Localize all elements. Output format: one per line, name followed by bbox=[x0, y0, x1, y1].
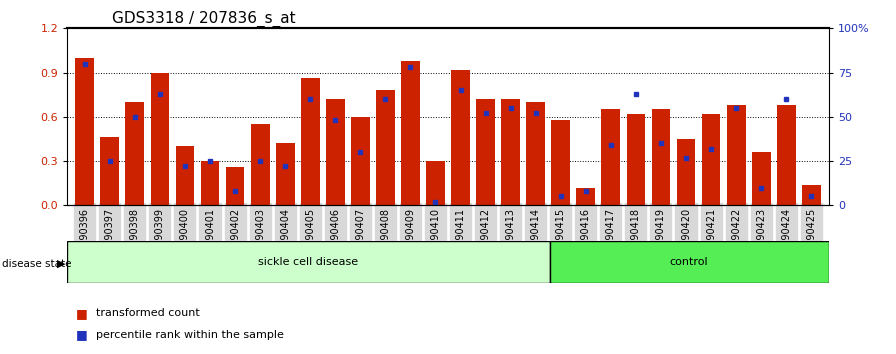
Bar bbox=[351, 117, 370, 205]
Bar bbox=[576, 188, 595, 205]
Bar bbox=[426, 161, 445, 205]
Bar bbox=[401, 61, 420, 205]
Bar bbox=[676, 139, 695, 205]
Bar bbox=[326, 99, 345, 205]
Bar bbox=[100, 137, 119, 205]
Bar bbox=[626, 114, 645, 205]
Text: control: control bbox=[670, 257, 709, 267]
Text: ■: ■ bbox=[76, 307, 88, 320]
Bar bbox=[125, 102, 144, 205]
Bar bbox=[526, 102, 545, 205]
Bar bbox=[376, 90, 395, 205]
Text: percentile rank within the sample: percentile rank within the sample bbox=[96, 330, 284, 339]
Text: ▶: ▶ bbox=[57, 259, 65, 269]
Bar bbox=[151, 73, 169, 205]
Bar bbox=[226, 167, 245, 205]
Text: GDS3318 / 207836_s_at: GDS3318 / 207836_s_at bbox=[112, 11, 296, 27]
Bar bbox=[451, 70, 470, 205]
Bar bbox=[752, 152, 771, 205]
Bar bbox=[777, 105, 796, 205]
Bar bbox=[601, 109, 620, 205]
Text: ■: ■ bbox=[76, 328, 88, 341]
Bar bbox=[727, 105, 745, 205]
Bar bbox=[802, 185, 821, 205]
Text: transformed count: transformed count bbox=[96, 308, 200, 318]
Bar bbox=[651, 109, 670, 205]
Bar bbox=[201, 161, 220, 205]
Text: sickle cell disease: sickle cell disease bbox=[258, 257, 358, 267]
Bar bbox=[276, 143, 295, 205]
Bar bbox=[176, 146, 194, 205]
Bar bbox=[702, 114, 720, 205]
Text: disease state: disease state bbox=[2, 259, 72, 269]
Bar bbox=[75, 58, 94, 205]
Bar bbox=[476, 99, 495, 205]
Bar bbox=[501, 99, 520, 205]
Bar bbox=[551, 120, 570, 205]
Bar bbox=[251, 124, 270, 205]
Bar bbox=[301, 79, 320, 205]
Bar bbox=[549, 241, 829, 283]
Bar bbox=[67, 241, 549, 283]
